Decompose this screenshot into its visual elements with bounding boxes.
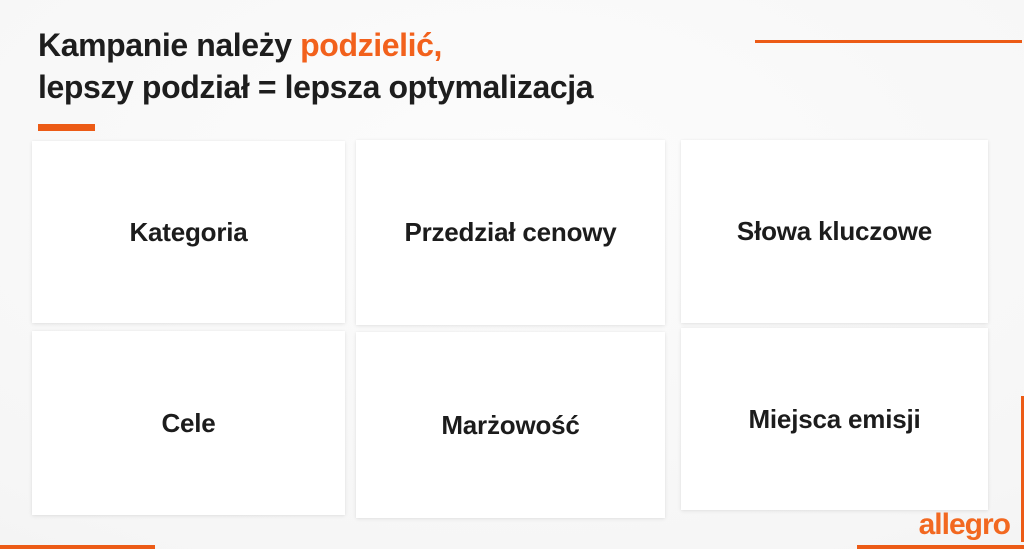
slide-title: Kampanie należy podzielić, lepszy podzia… (38, 24, 594, 108)
title-highlight: podzielić, (300, 27, 442, 63)
top-accent-line (755, 40, 1022, 43)
card-miejsca-emisji: Miejsca emisji (681, 328, 988, 510)
title-text-prefix: Kampanie należy (38, 27, 301, 63)
title-underline-dash (38, 124, 95, 131)
card-przedzial-cenowy: Przedział cenowy (356, 140, 665, 325)
card-label: Marżowość (441, 409, 580, 440)
title-line-1: Kampanie należy podzielić, (38, 24, 593, 66)
card-label: Cele (161, 407, 216, 438)
card-label: Przedział cenowy (404, 217, 617, 247)
card-label: Miejsca emisji (748, 403, 921, 434)
title-line-2: lepszy podział = lepsza optymalizacja (38, 69, 594, 105)
card-slowa-kluczowe: Słowa kluczowe (681, 140, 988, 323)
bottom-right-accent-line (857, 545, 1024, 549)
card-cele: Cele (32, 331, 345, 515)
allegro-logo: allegro (918, 508, 1011, 541)
card-label: Kategoria (129, 216, 248, 247)
bottom-left-accent-line (0, 545, 155, 549)
card-label: Słowa kluczowe (736, 216, 933, 246)
card-kategoria: Kategoria (32, 141, 345, 323)
right-accent-line (1021, 396, 1024, 542)
card-marzowosc: Marżowość (356, 332, 665, 518)
